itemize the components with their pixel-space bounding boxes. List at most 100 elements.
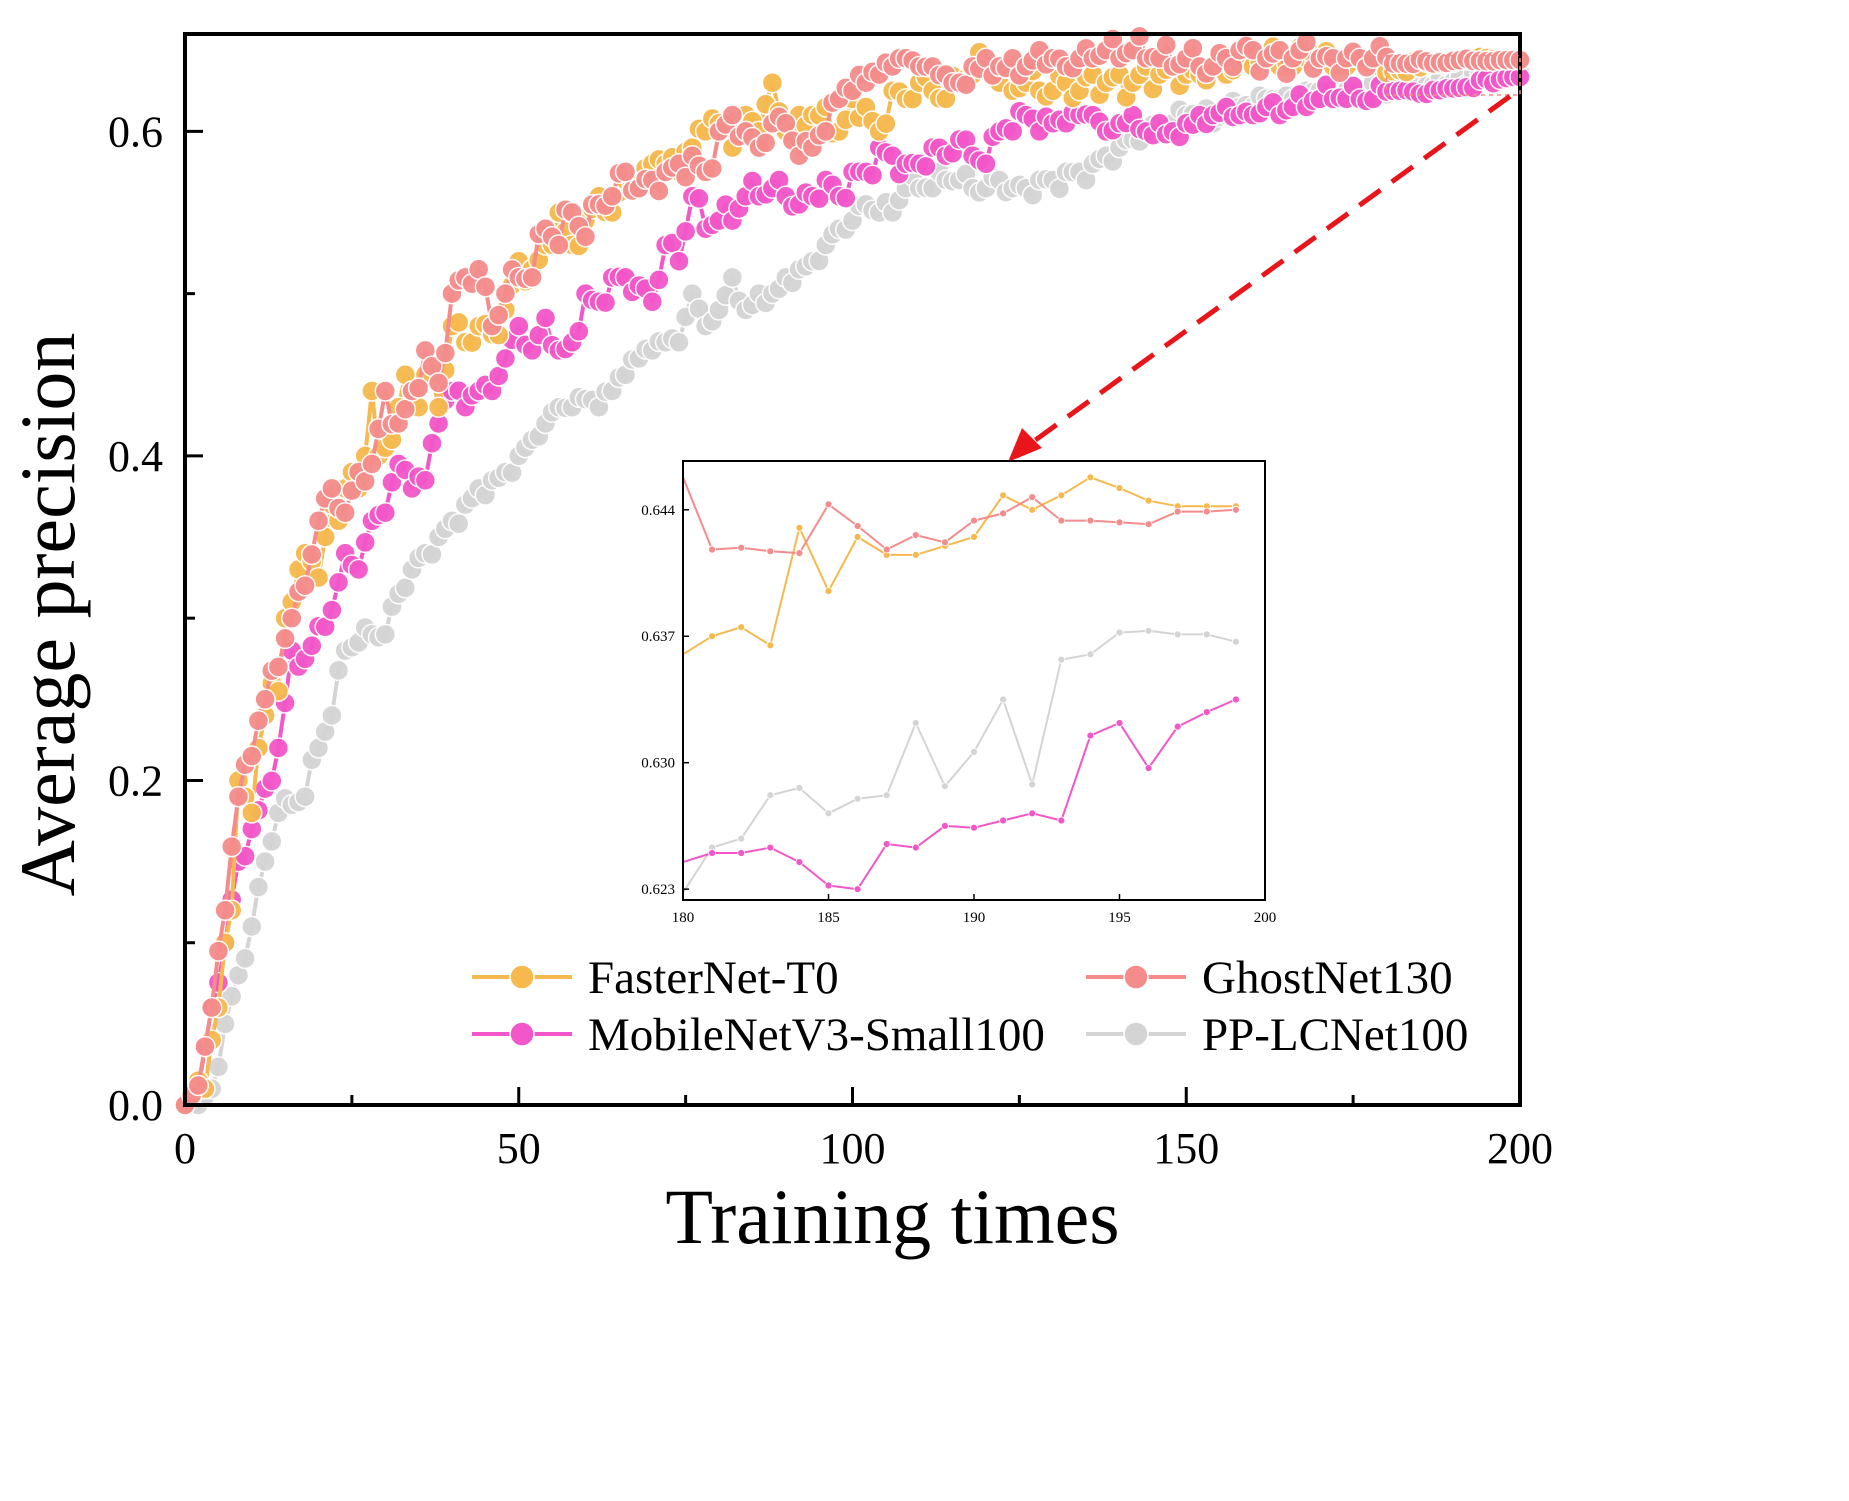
data-point-ghostnet130 — [334, 501, 356, 524]
inset-point-ghostnet130 — [999, 509, 1007, 518]
data-point-ghostnet130 — [374, 380, 397, 402]
inset-y-tick-label: 0.623 — [641, 882, 675, 898]
data-point-mobilenetv3-small100 — [688, 187, 710, 210]
series-pp-lcnet100 — [174, 60, 1531, 1116]
data-point-mobilenetv3-small100 — [641, 291, 664, 313]
inset-point-fasternet-t0 — [1028, 505, 1037, 514]
data-point-pp-lcnet100 — [447, 512, 470, 535]
inset-point-ghostnet130 — [1202, 507, 1211, 516]
inset-point-mobilenetv3-small100 — [795, 858, 804, 866]
inset-x-tick-label: 195 — [1108, 910, 1131, 926]
inset-point-mobilenetv3-small100 — [1232, 695, 1240, 704]
inset-point-fasternet-t0 — [970, 533, 978, 541]
inset-point-mobilenetv3-small100 — [1173, 722, 1182, 731]
inset-background — [683, 461, 1265, 900]
data-point-ghostnet130 — [220, 835, 243, 858]
inset-x-tick-label: 190 — [963, 910, 986, 926]
inset-line-ghostnet130 — [682, 476, 1236, 555]
data-point-ghostnet130 — [227, 785, 250, 808]
legend-item-mobilenetv3-small100: MobileNetV3-Small100 — [472, 1009, 1045, 1061]
inset-point-fasternet-t0 — [1115, 484, 1124, 493]
inset-point-ghostnet130 — [1057, 516, 1066, 525]
inset-y-tick-label: 0.630 — [641, 756, 675, 772]
data-point-mobilenetv3-small100 — [267, 737, 290, 759]
data-point-ghostnet130 — [474, 276, 497, 298]
data-point-mobilenetv3-small100 — [594, 291, 617, 314]
inset-point-fasternet-t0 — [999, 491, 1007, 500]
data-point-ghostnet130 — [200, 996, 223, 1019]
x-tick-label: 0 — [174, 1124, 196, 1173]
legend-swatch-marker — [1123, 1021, 1149, 1047]
zoom-region-box — [1385, 54, 1521, 96]
data-point-ghostnet130 — [301, 543, 323, 566]
data-point-ghostnet130 — [214, 899, 236, 922]
x-tick-label: 150 — [1153, 1124, 1219, 1173]
data-point-pp-lcnet100 — [721, 266, 744, 289]
legend-label: FasterNet-T0 — [588, 952, 839, 1004]
inset-point-mobilenetv3-small100 — [1115, 719, 1124, 727]
inset-point-pp-lcnet100 — [795, 784, 804, 792]
inset-point-pp-lcnet100 — [1086, 650, 1095, 659]
data-point-ghostnet130 — [361, 453, 383, 475]
inset-point-fasternet-t0 — [853, 533, 862, 541]
data-point-pp-lcnet100 — [321, 704, 343, 727]
inset-point-mobilenetv3-small100 — [824, 881, 833, 890]
data-point-ghostnet130 — [321, 477, 343, 500]
inset-point-fasternet-t0 — [737, 623, 746, 632]
inset-point-mobilenetv3-small100 — [853, 885, 862, 894]
inset-point-pp-lcnet100 — [999, 695, 1007, 704]
legend: FasterNet-T0 GhostNet130 MobileNetV3-Small… — [472, 952, 1468, 1061]
data-point-pp-lcnet100 — [207, 1056, 230, 1078]
data-point-mobilenetv3-small100 — [568, 320, 590, 343]
data-point-mobilenetv3-small100 — [301, 635, 323, 657]
inset-x-tick-label: 180 — [672, 910, 695, 926]
data-point-fasternet-t0 — [761, 71, 784, 94]
x-tick-label: 100 — [820, 1124, 886, 1173]
inset-point-ghostnet130 — [1144, 520, 1153, 529]
inset-point-pp-lcnet100 — [911, 719, 920, 727]
data-point-pp-lcnet100 — [254, 850, 276, 873]
data-point-pp-lcnet100 — [668, 331, 690, 354]
inset-point-ghostnet130 — [737, 543, 746, 552]
y-tick-label: 0.6 — [108, 107, 163, 156]
data-point-ghostnet130 — [701, 157, 724, 180]
data-point-ghostnet130 — [1128, 25, 1151, 48]
y-tick-label: 0.0 — [108, 1081, 163, 1130]
inset-point-pp-lcnet100 — [1202, 630, 1211, 639]
inset-point-mobilenetv3-small100 — [766, 843, 775, 852]
inset-point-pp-lcnet100 — [1232, 637, 1240, 646]
data-point-mobilenetv3-small100 — [508, 315, 530, 337]
inset-point-ghostnet130 — [911, 531, 920, 539]
data-point-pp-lcnet100 — [241, 915, 263, 938]
data-point-ghostnet130 — [294, 574, 316, 597]
inset-y-tick-label: 0.637 — [641, 629, 675, 645]
data-point-mobilenetv3-small100 — [975, 153, 997, 175]
series-mobilenetv3-small100 — [174, 66, 1531, 1116]
data-point-ghostnet130 — [241, 745, 263, 767]
legend-label: MobileNetV3-Small100 — [588, 1009, 1045, 1061]
y-tick-label: 0.4 — [108, 432, 163, 481]
data-point-ghostnet130 — [307, 510, 330, 532]
inset-x-tick-label: 200 — [1254, 910, 1277, 926]
data-point-ghostnet130 — [721, 104, 744, 126]
inset-point-fasternet-t0 — [911, 551, 920, 559]
main-plot-area — [174, 25, 1531, 1116]
inset-series-mobilenetv3-small100 — [682, 695, 1240, 894]
series-ghostnet130 — [174, 25, 1531, 1116]
data-point-mobilenetv3-small100 — [534, 307, 557, 329]
data-point-mobilenetv3-small100 — [494, 347, 517, 370]
inset-point-fasternet-t0 — [1086, 473, 1095, 482]
data-point-ghostnet130 — [648, 180, 670, 202]
x-tick-label: 50 — [497, 1124, 541, 1173]
legend-swatch-marker — [509, 1021, 535, 1047]
inset-point-fasternet-t0 — [1144, 496, 1153, 505]
inset-point-pp-lcnet100 — [766, 791, 775, 800]
data-point-ghostnet130 — [427, 372, 450, 394]
data-point-ghostnet130 — [1182, 37, 1204, 59]
x-axis-title: Training times — [665, 1173, 1119, 1260]
data-point-ghostnet130 — [815, 120, 837, 143]
data-point-ghostnet130 — [281, 607, 303, 629]
inset-series-ghostnet130 — [682, 476, 1240, 557]
inset-point-pp-lcnet100 — [853, 794, 862, 803]
